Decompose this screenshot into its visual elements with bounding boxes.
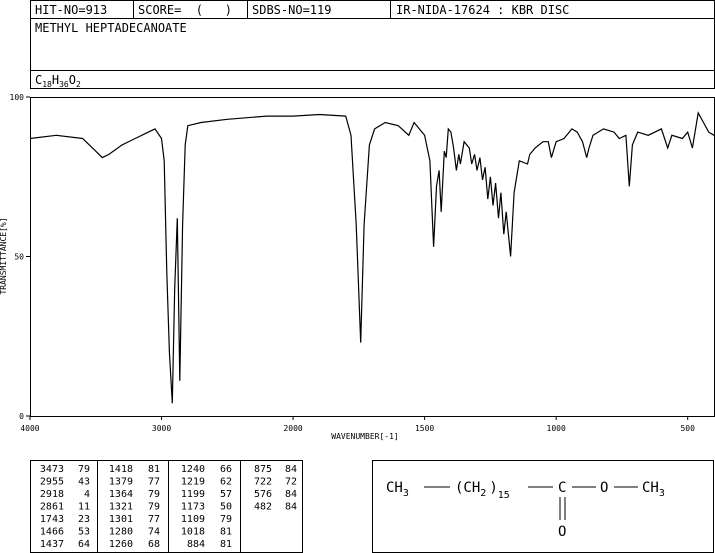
formula-part: C: [35, 73, 42, 87]
hit-number: HIT-NO=913: [35, 3, 107, 17]
peak-wavenumber: 1364: [109, 489, 133, 500]
structure-group: CH3: [642, 480, 665, 499]
peak-wavenumber: 3473: [40, 464, 64, 475]
formula: C18H36O2: [35, 73, 81, 89]
peak-wavenumber: 1301: [109, 514, 133, 525]
x-tick-label: 3000: [152, 424, 171, 433]
peak-wavenumber: 1379: [109, 477, 133, 488]
peak-transmittance: 11: [78, 502, 90, 513]
formula-sub: 36: [59, 80, 69, 89]
peak-transmittance: 77: [148, 477, 160, 488]
atom-sub: 2: [480, 488, 486, 499]
x-tick-label: 500: [680, 424, 695, 433]
spectrum-line: [29, 111, 715, 404]
plot-frame: [30, 97, 715, 417]
atom: ): [489, 480, 497, 496]
structure-group: CH3: [386, 480, 409, 499]
atom: C: [558, 480, 566, 496]
x-tick-label: 1000: [547, 424, 566, 433]
peak-wavenumber: 1109: [181, 514, 205, 525]
peak-transmittance: 81: [148, 464, 160, 475]
peak-wavenumber: 2918: [40, 489, 64, 500]
peak-transmittance: 68: [148, 539, 160, 550]
peak-transmittance: 81: [220, 539, 232, 550]
peak-wavenumber: 2861: [40, 502, 64, 513]
peak-wavenumber: 1199: [181, 489, 205, 500]
peak-transmittance: 81: [220, 527, 232, 538]
peak-transmittance: 50: [220, 502, 232, 513]
structure-box: [372, 460, 714, 553]
peak-transmittance: 77: [148, 514, 160, 525]
peak-wavenumber: 482: [254, 502, 272, 513]
peak-wavenumber: 1240: [181, 464, 205, 475]
atom: CH: [386, 480, 403, 496]
peak-transmittance: 79: [220, 514, 232, 525]
peak-wavenumber: 1321: [109, 502, 133, 513]
x-axis-label: WAVENUMBER[-1]: [331, 432, 398, 441]
peak-transmittance: 23: [78, 514, 90, 525]
structure-group: (CH2)15: [455, 480, 510, 501]
x-tick-label: 1500: [415, 424, 434, 433]
peak-transmittance: 53: [78, 527, 90, 538]
atom: CH: [642, 480, 659, 496]
x-tick-label: 4000: [20, 424, 39, 433]
peak-wavenumber: 1437: [40, 539, 64, 550]
peak-wavenumber: 1260: [109, 539, 133, 550]
peak-transmittance: 66: [220, 464, 232, 475]
peak-wavenumber: 1173: [181, 502, 205, 513]
peak-transmittance: 84: [285, 464, 297, 475]
peak-transmittance: 57: [220, 489, 232, 500]
y-tick-label: 100: [10, 93, 25, 102]
peak-wavenumber: 875: [254, 464, 272, 475]
peak-wavenumber: 2955: [40, 477, 64, 488]
y-tick-label: 50: [14, 253, 24, 262]
sdbs-number: SDBS-NO=119: [252, 3, 331, 17]
peak-transmittance: 43: [78, 477, 90, 488]
peak-transmittance: 79: [78, 464, 90, 475]
formula-sub: 2: [76, 80, 81, 89]
peak-wavenumber: 1418: [109, 464, 133, 475]
peak-wavenumber: 1280: [109, 527, 133, 538]
atom: O: [558, 524, 566, 540]
peak-transmittance: 79: [148, 489, 160, 500]
atom: O: [600, 480, 608, 496]
peak-transmittance: 4: [84, 489, 90, 500]
peak-wavenumber: 1466: [40, 527, 64, 538]
formula-part: O: [69, 73, 76, 87]
peak-transmittance: 74: [148, 527, 160, 538]
atom: (CH: [455, 480, 480, 496]
peak-transmittance: 64: [78, 539, 90, 550]
atom-sub: 15: [498, 490, 510, 501]
peak-transmittance: 84: [285, 489, 297, 500]
peak-transmittance: 79: [148, 502, 160, 513]
chart: WAVENUMBER[-1] TRANSMITTANCE[%] 4000 3000…: [0, 93, 715, 441]
score: SCORE= ( ): [138, 3, 232, 17]
peak-wavenumber: 1743: [40, 514, 64, 525]
peak-wavenumber: 1018: [181, 527, 205, 538]
formula-sub: 18: [42, 80, 52, 89]
atom-sub: 3: [659, 488, 665, 499]
source: IR-NIDA-17624 : KBR DISC: [396, 3, 569, 17]
x-tick-label: 2000: [283, 424, 302, 433]
formula-part: H: [52, 73, 59, 87]
peak-wavenumber: 576: [254, 489, 272, 500]
peak-transmittance: 84: [285, 502, 297, 513]
peak-wavenumber: 1219: [181, 477, 205, 488]
peak-list: 3473 79 2955 43 2918 4 2861 11 1743 23 1466 53 1437 6…: [40, 464, 297, 550]
y-axis-label: TRANSMITTANCE[%]: [0, 217, 8, 294]
peak-wavenumber: 722: [254, 477, 272, 488]
y-tick-label: 0: [19, 412, 24, 421]
atom-sub: 3: [403, 488, 409, 499]
peak-transmittance: 62: [220, 477, 232, 488]
peak-wavenumber: 884: [187, 539, 205, 550]
peak-transmittance: 72: [285, 477, 297, 488]
compound-name: METHYL HEPTADECANOATE: [35, 21, 187, 35]
